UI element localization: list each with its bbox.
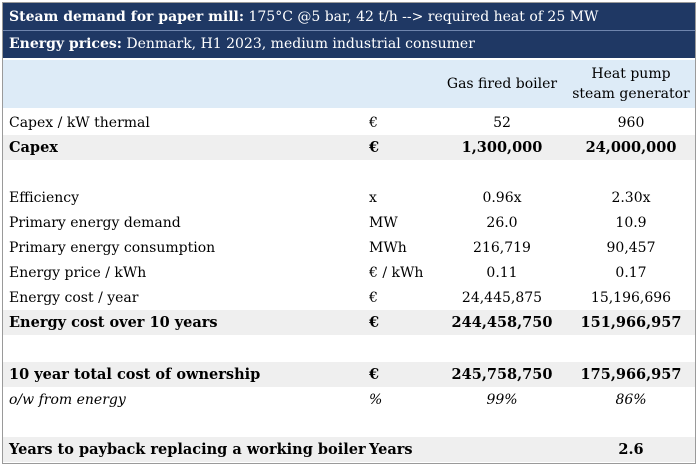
table-row: Energy cost / year € 24,445,875 15,196,6… [3,285,695,310]
subtitle-row: Energy prices: Denmark, H1 2023, medium … [3,31,695,58]
column-header-heat-pump: Heat pump steam generator [572,66,690,102]
table-row: Efficiency x 0.96x 2.30x [3,185,695,210]
row-label: o/w from energy [9,391,126,408]
row-gas-value: 24,445,875 [461,289,543,306]
row-unit: MW [369,214,398,231]
table-row: Years to payback replacing a working boi… [3,437,695,462]
row-hp-value: 90,457 [606,239,656,256]
row-hp-value: 151,966,957 [580,314,682,331]
row-gas-value: 244,458,750 [451,314,553,331]
row-hp-value: 0.17 [615,264,647,281]
row-gas-value: 245,758,750 [451,366,553,383]
spacer-row [3,160,695,185]
column-header-row: Gas fired boiler Heat pump steam generat… [3,60,695,108]
row-unit: € [369,139,380,156]
row-unit: MWh [369,239,407,256]
row-unit: € [369,114,378,131]
row-label: Years to payback replacing a working boi… [9,441,366,458]
row-hp-value: 175,966,957 [580,366,682,383]
table-row: Capex / kW thermal € 52 960 [3,110,695,135]
row-gas-value: 216,719 [473,239,531,256]
row-hp-value: 2.6 [618,441,644,458]
subtitle-bold: Energy prices: [9,36,122,52]
table-row: Primary energy demand MW 26.0 10.9 [3,210,695,235]
title-bold: Steam demand for paper mill: [9,9,245,25]
row-gas-value: 52 [493,114,511,131]
title-rest: 175°C @5 bar, 42 t/h --> required heat o… [244,9,599,25]
row-unit: € / kWh [369,264,424,281]
table-row: Capex € 1,300,000 24,000,000 [3,135,695,160]
row-label: Capex [9,139,58,156]
row-hp-value: 2.30x [611,189,651,206]
subtitle-rest: Denmark, H1 2023, medium industrial cons… [121,36,475,52]
row-label: Energy price / kWh [9,264,147,281]
spacer-row [3,335,695,360]
row-gas-value: 99% [486,391,518,408]
row-gas-value: 0.11 [486,264,518,281]
row-gas-value: 0.96x [482,189,522,206]
title-row: Steam demand for paper mill: 175°C @5 ba… [3,3,695,31]
table-row: o/w from energy % 99% 86% [3,387,695,412]
row-label: Energy cost over 10 years [9,314,218,331]
row-gas-value: 1,300,000 [461,139,543,156]
row-unit: € [369,314,380,331]
row-hp-value: 15,196,696 [590,289,672,306]
column-header-gas: Gas fired boiler [446,76,558,92]
row-label: Primary energy demand [9,214,181,231]
row-label: Primary energy consumption [9,239,216,256]
row-gas-value [443,437,561,462]
row-unit: € [369,289,378,306]
row-hp-value: 24,000,000 [585,139,677,156]
table-row: Energy cost over 10 years € 244,458,750 … [3,310,695,335]
table-frame [2,2,696,464]
row-label: Efficiency [9,189,80,206]
row-unit: x [369,189,377,206]
row-unit: € [369,366,380,383]
row-unit: Years [369,441,413,458]
row-hp-value: 960 [617,114,645,131]
row-hp-value: 10.9 [615,214,647,231]
row-gas-value: 26.0 [486,214,518,231]
row-label: 10 year total cost of ownership [9,366,261,383]
table-row: 10 year total cost of ownership € 245,75… [3,362,695,387]
row-hp-value: 86% [615,391,647,408]
row-label: Energy cost / year [9,289,139,306]
table-row: Primary energy consumption MWh 216,719 9… [3,235,695,260]
table-row: Energy price / kWh € / kWh 0.11 0.17 [3,260,695,285]
row-unit: % [369,391,383,408]
spacer-row [3,412,695,437]
row-label: Capex / kW thermal [9,114,150,131]
